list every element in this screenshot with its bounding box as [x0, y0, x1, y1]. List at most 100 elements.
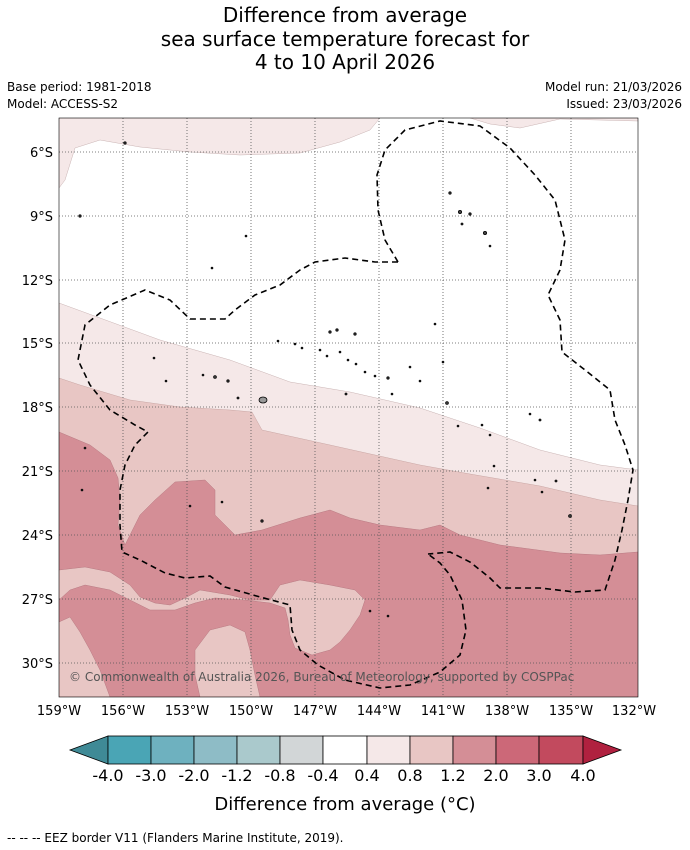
map-area: © Commonwealth of Australia 2026, Bureau… — [59, 118, 638, 697]
island — [486, 486, 490, 490]
colorbar-tick: 3.0 — [526, 766, 552, 785]
island — [554, 479, 558, 483]
island — [78, 214, 82, 218]
island — [468, 212, 472, 216]
island — [344, 392, 348, 396]
eez-footnote: -- -- -- EEZ border V11 (Flanders Marine… — [7, 831, 344, 845]
map-title: Difference from average sea surface temp… — [0, 3, 690, 75]
island — [335, 328, 339, 332]
island — [210, 266, 214, 270]
island — [408, 365, 412, 369]
colorbar-tick: -0.8 — [264, 766, 296, 785]
colorbar-swatch — [366, 735, 411, 765]
islands — [78, 141, 572, 618]
longitude-labels: 159°W 156°W 153°W 150°W 147°W 144°W 141°… — [37, 704, 656, 719]
colorbar-swatch — [409, 735, 454, 765]
colorbar-swatch — [279, 735, 324, 765]
island — [533, 478, 537, 482]
island — [457, 209, 462, 214]
island — [528, 412, 532, 416]
island — [354, 362, 358, 366]
island — [568, 514, 572, 518]
colorbar-tick: -3.0 — [135, 766, 167, 785]
colorbar-swatch — [538, 735, 584, 765]
colorbar-swatch — [322, 735, 368, 765]
island — [325, 354, 329, 358]
issued-date: Issued: 23/03/2026 — [566, 97, 682, 111]
lon-label: 144°W — [357, 704, 401, 719]
eez-border — [77, 120, 634, 689]
model-run: Model run: 21/03/2026 — [544, 80, 682, 94]
lon-label: 138°W — [485, 704, 529, 719]
island — [346, 358, 350, 362]
lon-label: 159°W — [37, 704, 81, 719]
colorbar-tick: -1.2 — [221, 766, 253, 785]
colorbar-swatch — [193, 735, 238, 765]
island — [318, 348, 322, 352]
colorbar-title: Difference from average (°C) — [214, 794, 476, 815]
island — [152, 356, 156, 360]
colorbar-tick: -4.0 — [92, 766, 124, 785]
lat-label: 15°S — [22, 337, 53, 352]
anomaly-band-0-8-pocket-southwest — [59, 616, 111, 697]
lat-label: 18°S — [22, 401, 53, 416]
island — [258, 396, 268, 404]
island — [293, 342, 297, 346]
colorbar-tick: -2.0 — [178, 766, 210, 785]
island — [418, 379, 422, 383]
island — [300, 346, 304, 350]
island — [368, 609, 372, 613]
colorbar-tick: 0.8 — [397, 766, 423, 785]
island — [83, 446, 87, 450]
lon-label: 153°W — [165, 704, 209, 719]
lat-label: 12°S — [22, 274, 53, 289]
title-line-3: 4 to 10 April 2026 — [254, 50, 436, 74]
island — [492, 464, 496, 468]
island — [123, 141, 127, 145]
island — [353, 332, 357, 336]
copyright-notice: © Commonwealth of Australia 2026, Bureau… — [69, 670, 574, 684]
colorbar-swatch — [236, 735, 281, 765]
lat-label: 30°S — [22, 657, 53, 672]
colorbar-swatch — [495, 735, 540, 765]
island — [328, 330, 332, 334]
island — [386, 376, 390, 380]
lon-label: 147°W — [293, 704, 337, 719]
graticule — [59, 118, 638, 697]
island — [441, 360, 445, 364]
colorbar-swatch — [582, 735, 623, 765]
lat-label: 21°S — [22, 465, 53, 480]
lon-label: 156°W — [101, 704, 145, 719]
lat-label: 27°S — [22, 593, 53, 608]
meta-left: Base period: 1981-2018 Model: ACCESS-S2 — [7, 79, 152, 113]
colorbar-tick: 0.4 — [354, 766, 380, 785]
island — [80, 488, 84, 492]
title-line-2: sea surface temperature forecast for — [160, 26, 530, 51]
island — [480, 423, 484, 427]
island — [390, 392, 394, 396]
colorbar-swatch — [107, 735, 152, 765]
island — [164, 379, 168, 383]
lat-label: 24°S — [22, 529, 53, 544]
island — [482, 230, 487, 235]
anomaly-band-0-4-north — [59, 118, 381, 189]
colorbar — [68, 735, 623, 765]
colorbar-swatch — [150, 735, 195, 765]
island — [188, 504, 192, 508]
colorbar-swatch — [68, 735, 109, 765]
latitude-labels: 6°S 9°S 12°S 15°S 18°S 21°S 24°S 27°S 30… — [22, 146, 53, 672]
island — [488, 244, 492, 248]
island — [538, 418, 542, 422]
lon-label: 150°W — [229, 704, 273, 719]
island — [363, 370, 367, 374]
model-name: Model: ACCESS-S2 — [7, 97, 119, 111]
island — [448, 191, 452, 195]
island — [433, 322, 437, 326]
island — [260, 519, 264, 523]
lon-label: 141°W — [421, 704, 465, 719]
island — [488, 433, 492, 437]
colorbar-tick: 4.0 — [570, 766, 596, 785]
meta-right: Model run: 21/03/2026 Issued: 23/03/2026 — [545, 79, 682, 113]
colorbar-tick: -0.4 — [307, 766, 339, 785]
